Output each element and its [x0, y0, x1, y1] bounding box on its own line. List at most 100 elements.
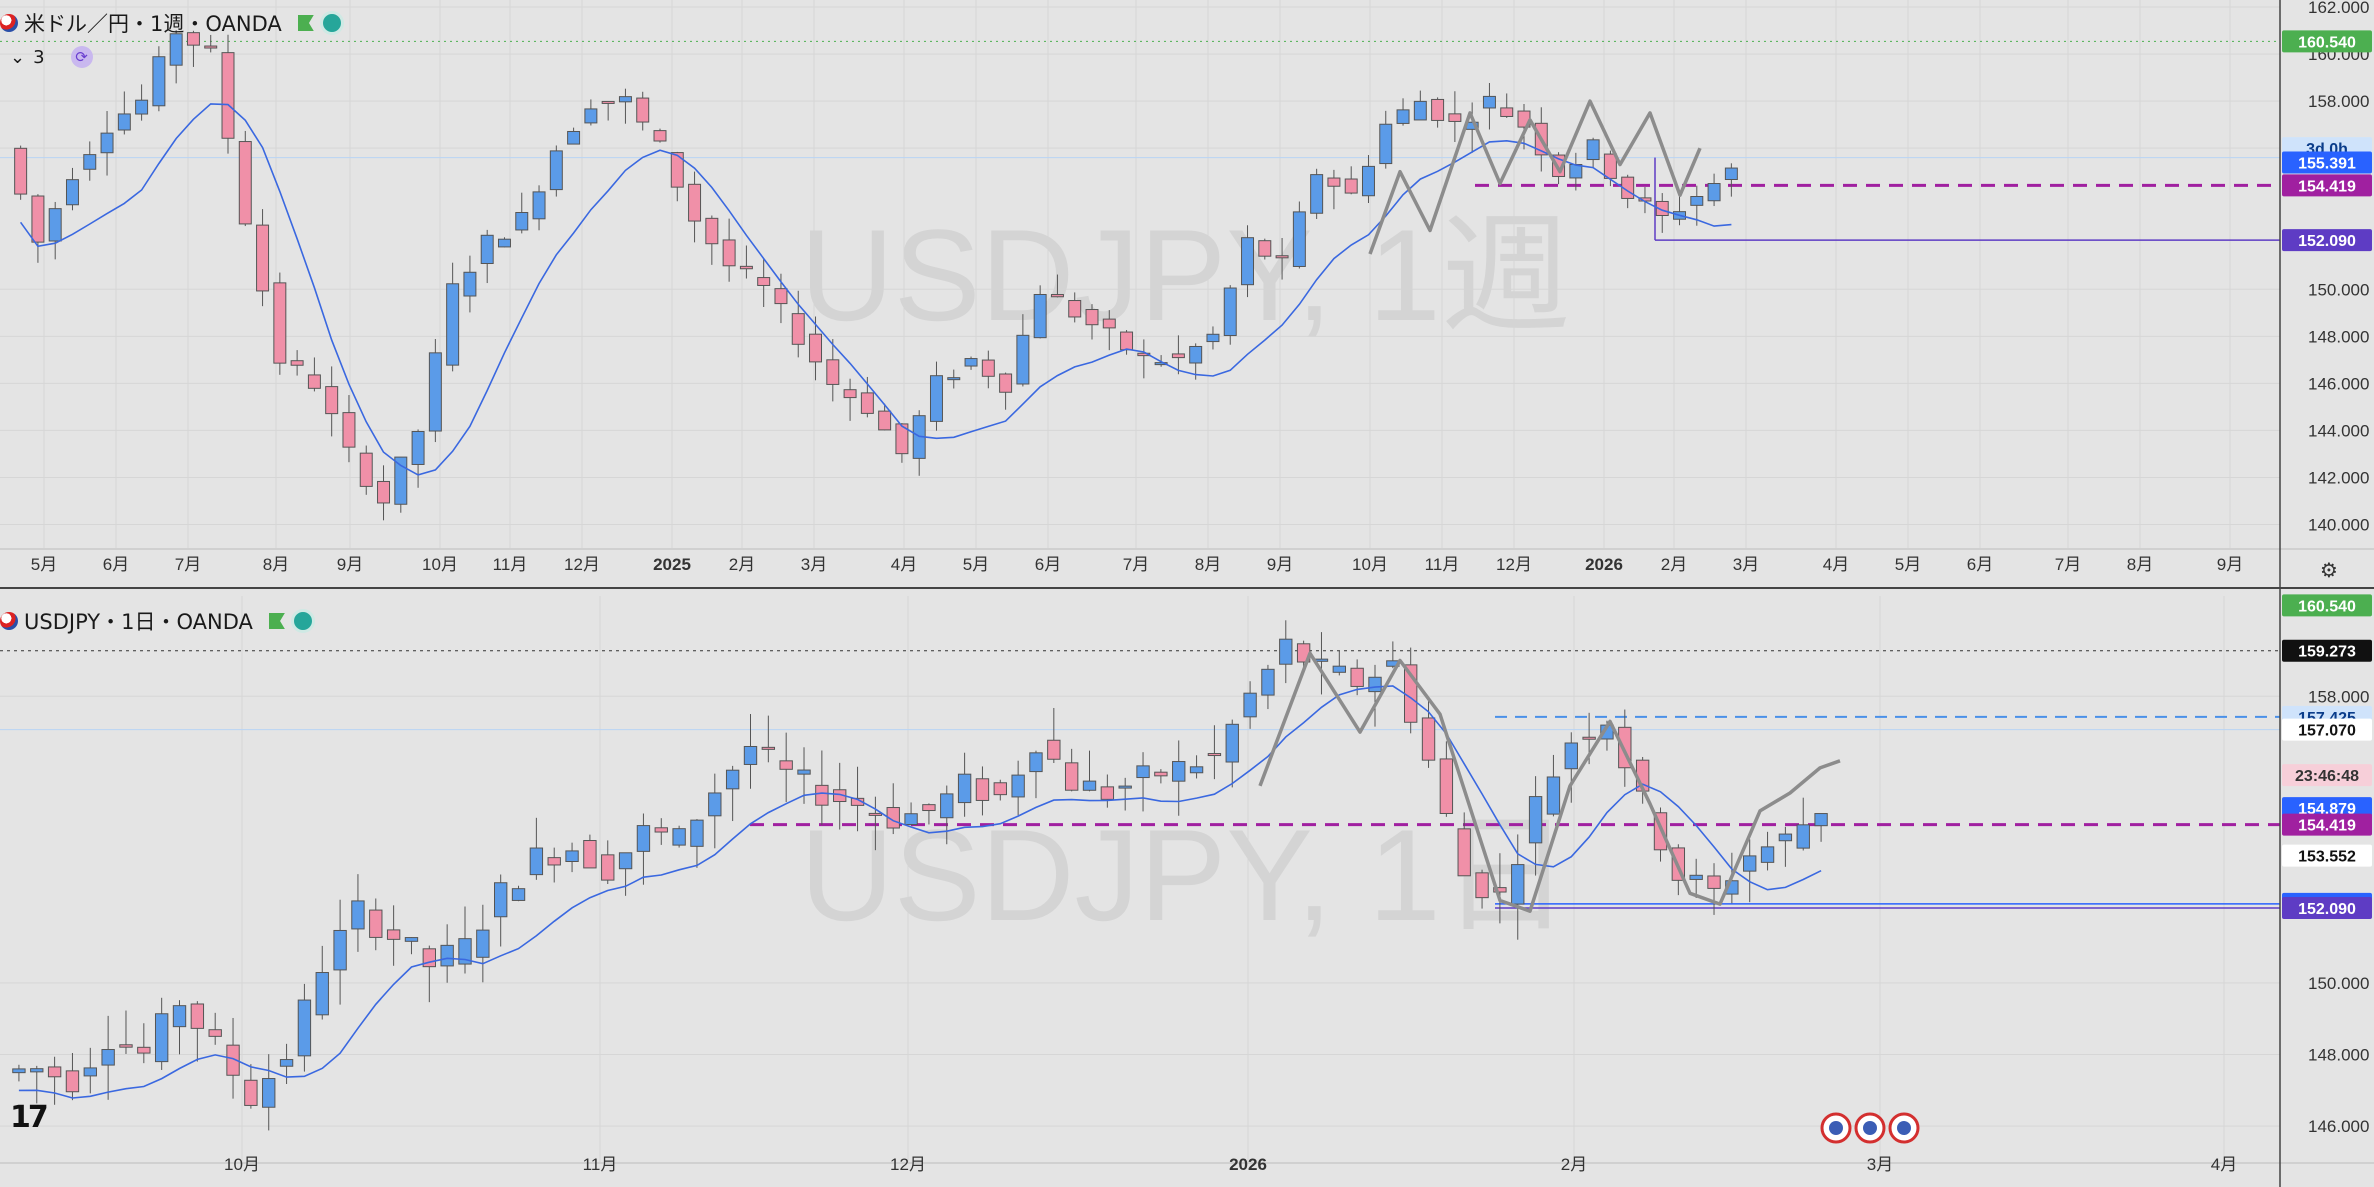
bottom-candles	[12, 620, 1828, 1131]
price-tag	[2282, 897, 2372, 920]
y-tick-label: 146.000	[2308, 1117, 2369, 1136]
x-tick-label: 3月	[1733, 555, 1759, 574]
candle-body	[226, 1044, 240, 1076]
candle-body	[135, 99, 149, 115]
candle-body	[262, 1078, 276, 1108]
top-watermark: USDJPY, 1週	[800, 202, 1571, 348]
x-tick-label: 11月	[493, 555, 528, 574]
x-tick-label: 10月	[224, 1155, 260, 1174]
bottom-title: USDJPY・1日・OANDA	[24, 610, 253, 634]
candle-body	[119, 1044, 133, 1048]
bottom-symbol-header[interactable]: USDJPY・1日・OANDA	[0, 606, 315, 636]
flag-icon[interactable]	[297, 15, 314, 31]
x-tick-label: 12月	[1496, 555, 1532, 574]
candle-body	[1421, 717, 1436, 761]
candle-body	[618, 852, 633, 870]
x-tick-label: 2月	[729, 555, 755, 574]
candle-body	[208, 1029, 222, 1037]
price-tag-label: 160.540	[2298, 598, 2356, 615]
candle-body	[743, 745, 758, 765]
candle-body	[1564, 742, 1578, 770]
sync-icon[interactable]: ⟳	[70, 46, 93, 68]
y-tick-label: 150.000	[2308, 280, 2369, 299]
candle-body	[463, 271, 477, 297]
y-tick-label: 150.000	[2308, 974, 2369, 993]
candle-body	[394, 456, 408, 505]
candle-body	[618, 96, 632, 103]
tradingview-logo-icon[interactable]: 17	[10, 1100, 49, 1135]
x-tick-label: 2025	[653, 555, 691, 574]
x-tick-label: 2月	[1661, 555, 1687, 574]
candle-body	[446, 283, 460, 366]
price-tag-label: 159.273	[2298, 644, 2356, 661]
candle-body	[584, 108, 598, 124]
candle-body	[636, 825, 651, 852]
top-symbol-header[interactable]: 米ドル／円・1週・OANDA	[0, 8, 344, 38]
price-tag	[2282, 813, 2372, 836]
candle-body	[1223, 287, 1237, 337]
candle-body	[1743, 855, 1757, 872]
candle-body	[739, 265, 753, 270]
settings-icon[interactable]: ⚙	[2320, 558, 2338, 582]
candle-body	[964, 358, 978, 367]
candle-body	[1475, 872, 1489, 899]
candle-body	[101, 1049, 115, 1066]
indicator-toggle[interactable]: ⌄ 3 ⟳	[10, 46, 93, 68]
candle-body	[761, 746, 776, 750]
candle-body	[791, 313, 805, 345]
candle-body	[1603, 153, 1617, 179]
candle-body	[654, 827, 668, 833]
candle-body	[100, 132, 114, 154]
candle-body	[377, 480, 391, 504]
x-tick-label: 8月	[1195, 555, 1221, 574]
candle-body	[1050, 294, 1064, 298]
candle-body	[154, 1013, 169, 1063]
price-tag-label: 154.419	[2298, 178, 2356, 195]
y-tick-label: 148.000	[2308, 1046, 2369, 1065]
y-tick-label: 148.000	[2308, 327, 2369, 346]
top-time-axis	[0, 550, 2374, 588]
candle-body	[428, 352, 442, 432]
candle-body	[653, 130, 667, 142]
trend-drawing[interactable]	[1368, 99, 1702, 255]
price-tag	[2282, 718, 2372, 741]
candle-body	[1118, 785, 1132, 789]
candle-body	[1154, 362, 1168, 366]
candle-body	[458, 938, 472, 965]
candle-body	[1760, 846, 1775, 863]
candle-body	[547, 857, 561, 866]
flag-icon[interactable]	[268, 613, 285, 629]
candle-body	[1064, 762, 1079, 791]
candle-body	[757, 277, 771, 286]
candle-body	[1047, 739, 1061, 760]
candle-body	[722, 239, 736, 267]
candle-body	[1172, 761, 1186, 782]
candle-body	[172, 1005, 187, 1028]
chevron-down-icon[interactable]: ⌄	[10, 46, 26, 68]
x-tick-label: 10月	[422, 555, 458, 574]
x-tick-label: 12月	[564, 555, 600, 574]
candle-body	[31, 195, 45, 243]
candle-body	[1528, 796, 1543, 844]
candle-body	[904, 813, 918, 826]
top-moving-average	[19, 103, 1732, 476]
candle-body	[1102, 318, 1116, 329]
trend-drawings[interactable]	[1258, 99, 1920, 1144]
top-candles	[14, 30, 1738, 521]
x-tick-label: 11月	[583, 1155, 618, 1174]
market-status-icon	[319, 11, 344, 35]
candle-body	[440, 944, 454, 967]
us-jp-flag-icon	[0, 612, 18, 630]
y-tick-label: 146.000	[2308, 374, 2369, 393]
candle-body	[279, 1059, 294, 1067]
candle-body	[636, 97, 650, 123]
candle-body	[1482, 95, 1496, 109]
trend-drawing[interactable]	[1258, 651, 1841, 913]
price-tag	[2282, 174, 2372, 197]
candle-body	[117, 113, 131, 131]
top-levels	[0, 40, 2280, 241]
candle-body	[860, 392, 874, 414]
candle-body	[1243, 692, 1257, 718]
x-tick-label: 6月	[1035, 555, 1061, 574]
